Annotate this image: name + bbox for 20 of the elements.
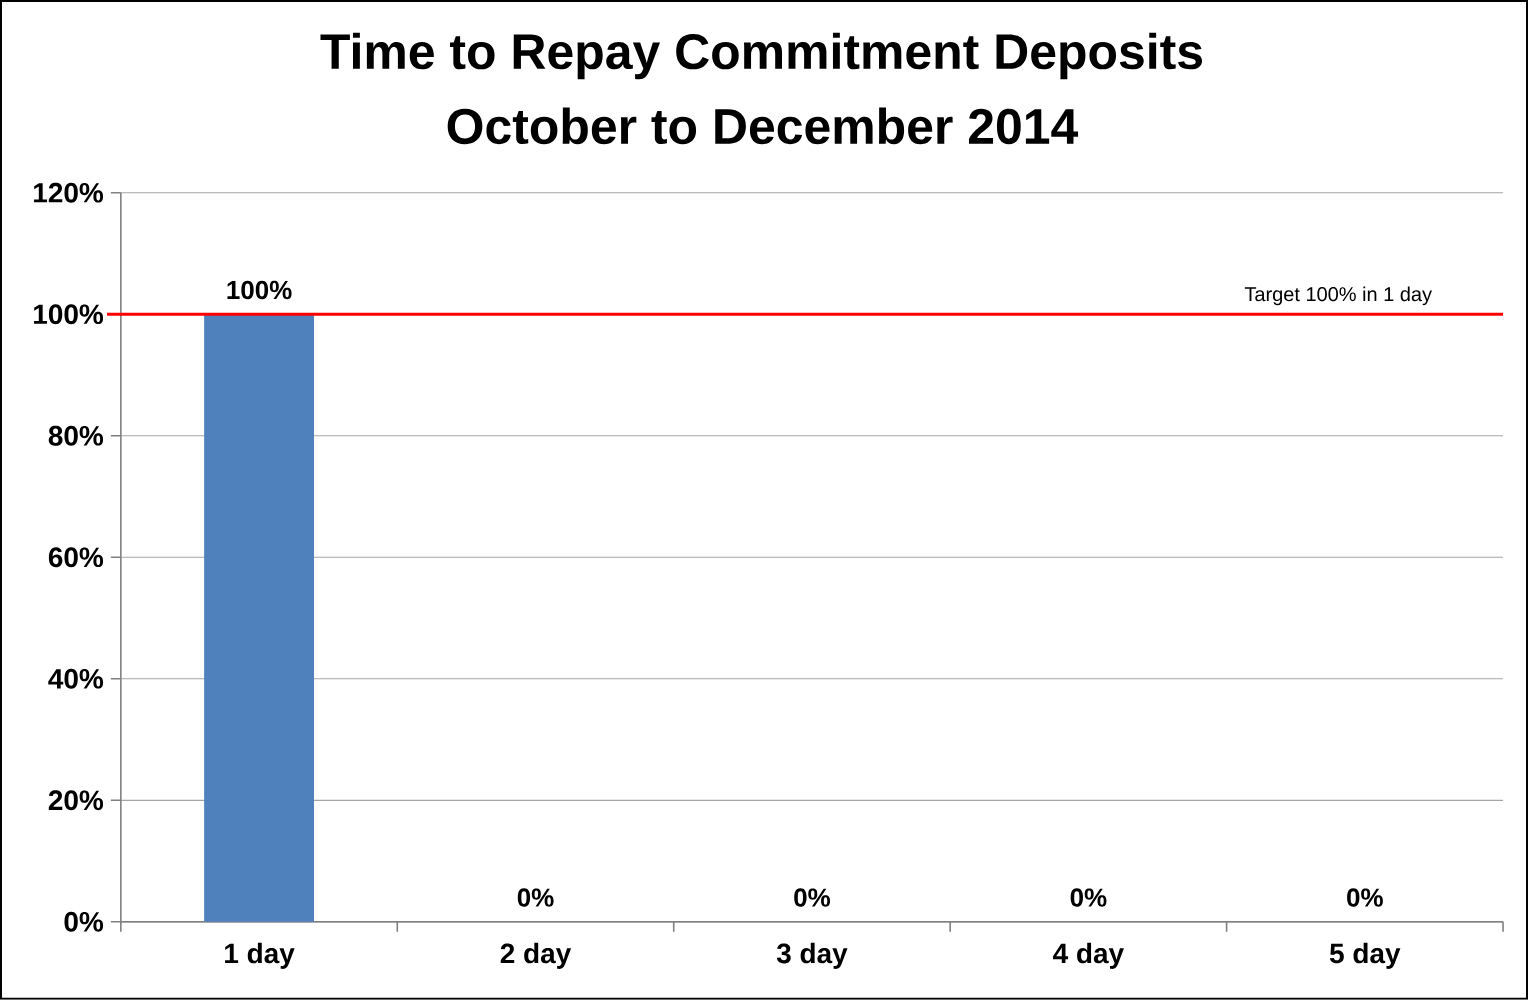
data-label: 100% — [227, 280, 292, 300]
y-tick-label: 120% — [34, 182, 104, 203]
x-tick-label: 4 day — [1053, 942, 1124, 970]
data-label: 0% — [1347, 888, 1383, 907]
y-tick-label: 80% — [48, 425, 104, 446]
x-tick-label: 1 day — [225, 942, 295, 970]
x-tick-label: 5 day — [1329, 942, 1401, 970]
ref-line-label: Target 100% in 1 day — [1244, 286, 1432, 306]
x-tick-label: 3 day — [776, 942, 848, 970]
data-label: 0% — [517, 888, 554, 907]
y-tick-label: 60% — [48, 547, 104, 568]
x-tick-label: 2 day — [500, 942, 572, 970]
y-tick-label: 0% — [64, 912, 104, 932]
data-label: 0% — [794, 888, 831, 907]
chart-title: Time to Repay Commitment Deposits — [320, 32, 1203, 80]
y-tick-label: 20% — [48, 790, 104, 811]
y-tick-label: 100% — [34, 304, 104, 325]
chart-subtitle: October to December 2014 — [447, 107, 1079, 145]
data-label: 0% — [1070, 888, 1107, 907]
y-tick-label: 40% — [48, 669, 104, 689]
